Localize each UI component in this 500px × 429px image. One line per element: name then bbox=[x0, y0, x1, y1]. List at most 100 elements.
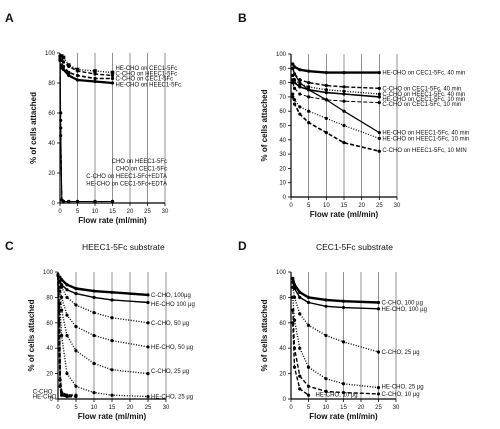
y-tick-label: 80 bbox=[279, 295, 286, 301]
data-point bbox=[341, 305, 346, 310]
data-point bbox=[376, 350, 381, 354]
data-point bbox=[74, 325, 78, 329]
data-point bbox=[324, 298, 328, 302]
y-tick-label: 40 bbox=[279, 138, 286, 144]
data-point bbox=[75, 69, 80, 73]
data-point bbox=[110, 298, 114, 302]
data-point bbox=[61, 60, 66, 64]
data-point bbox=[65, 372, 69, 376]
series-label: C-CHO on CEC1-5Fc, 10 min bbox=[382, 102, 461, 108]
x-tick-label: 5 bbox=[307, 405, 311, 411]
data-point bbox=[324, 91, 328, 95]
data-point bbox=[342, 123, 346, 128]
data-point bbox=[377, 131, 381, 135]
data-point bbox=[298, 85, 302, 89]
series-label: HE-CHO, 100 µg bbox=[382, 307, 427, 313]
x-tick-label: 5 bbox=[307, 203, 311, 209]
series-label: HE-CHO, 50 µg bbox=[151, 345, 193, 351]
data-point bbox=[65, 283, 69, 287]
panel-letter: A bbox=[5, 11, 14, 25]
series-label: C-CHO on HEEC1-5Fc, 10 MIN bbox=[382, 148, 466, 154]
series-label: C-CHO on HEEC1-5Fc+EDTA bbox=[86, 174, 167, 180]
series: HE-CHO, 25 µg bbox=[58, 302, 193, 400]
x-tick-label: 20 bbox=[127, 405, 134, 411]
data-point bbox=[74, 303, 78, 307]
data-point bbox=[377, 86, 381, 90]
data-point bbox=[291, 62, 295, 66]
y-tick-label: 80 bbox=[48, 81, 55, 87]
data-point bbox=[291, 78, 295, 82]
data-point bbox=[291, 95, 295, 99]
series-label: HE-CHO on CEC1-5Fc+EDTA bbox=[86, 182, 167, 188]
x-axis-label: Flow rate (ml/min) bbox=[78, 216, 147, 225]
y-tick-label: 30 bbox=[279, 152, 286, 158]
data-point bbox=[74, 394, 78, 399]
data-point bbox=[307, 88, 311, 92]
data-point bbox=[307, 109, 311, 113]
data-point bbox=[306, 384, 311, 388]
series-label: HE-CHO on CEC1-5Fc, 40 min bbox=[382, 71, 465, 77]
data-point bbox=[307, 69, 311, 73]
data-point bbox=[65, 288, 69, 292]
data-point bbox=[307, 85, 311, 89]
x-tick-label: 10 bbox=[92, 209, 99, 215]
data-point bbox=[58, 58, 62, 63]
data-point bbox=[306, 300, 311, 305]
series-label: C-CHO on HEEC1-5Fc, 40 min bbox=[382, 92, 465, 98]
data-point bbox=[92, 361, 96, 366]
data-point bbox=[292, 365, 297, 369]
data-point bbox=[146, 394, 150, 399]
data-point bbox=[93, 79, 97, 84]
data-point bbox=[146, 321, 150, 325]
data-point bbox=[298, 81, 302, 85]
data-point bbox=[61, 199, 66, 204]
panel-letter: B bbox=[238, 11, 247, 25]
data-point bbox=[306, 393, 311, 397]
data-point bbox=[65, 394, 69, 399]
data-point bbox=[377, 136, 381, 140]
panel-letter: C bbox=[5, 239, 14, 253]
data-point bbox=[291, 66, 295, 70]
data-point bbox=[65, 295, 69, 299]
y-tick-label: 80 bbox=[46, 295, 53, 301]
series-line bbox=[292, 75, 380, 95]
y-tick-label: 90 bbox=[279, 66, 286, 72]
data-point bbox=[291, 280, 295, 284]
data-point bbox=[291, 285, 295, 289]
data-point bbox=[60, 393, 64, 397]
data-point bbox=[377, 149, 381, 153]
x-axis-label: Flow rate (ml/min) bbox=[309, 412, 378, 421]
series: C-CHO, 25 µg bbox=[291, 285, 420, 356]
y-tick-label: 60 bbox=[46, 321, 53, 327]
y-tick-label: 40 bbox=[279, 346, 286, 352]
panel-title: HEEC1-5Fc substrate bbox=[82, 242, 165, 252]
data-point bbox=[377, 95, 381, 99]
data-point bbox=[146, 293, 150, 297]
data-point bbox=[74, 349, 78, 353]
series-line bbox=[59, 303, 149, 398]
series-label: HE-CHO, 25 µg bbox=[151, 394, 193, 400]
panel-a: A 0 20 40 60 80 100 0 5 10 15 20 25 30 Flow rate (ml/m… bbox=[5, 11, 181, 225]
data-point bbox=[292, 86, 297, 90]
data-point bbox=[59, 133, 63, 138]
y-tick-label: 20 bbox=[279, 166, 286, 172]
data-point bbox=[291, 321, 295, 325]
data-point bbox=[57, 321, 61, 325]
series-line bbox=[291, 278, 379, 304]
data-point bbox=[298, 295, 302, 299]
y-tick-label: 70 bbox=[279, 95, 286, 101]
x-axis-label: Flow rate (ml/min) bbox=[78, 412, 147, 421]
data-point bbox=[61, 67, 66, 72]
data-point bbox=[93, 69, 97, 73]
x-tick-label: 25 bbox=[375, 405, 382, 411]
data-point bbox=[60, 333, 64, 338]
data-point bbox=[93, 76, 97, 81]
data-point bbox=[341, 391, 346, 395]
series-label: C-CHO, 100µg bbox=[151, 293, 191, 299]
series-line bbox=[59, 287, 149, 348]
series: C-CHO, 100µg bbox=[58, 275, 191, 299]
x-tick-label: 0 bbox=[289, 203, 293, 209]
series: C-CHO, 10 µg bbox=[291, 308, 420, 398]
data-point bbox=[307, 95, 311, 99]
data-point bbox=[75, 78, 80, 82]
